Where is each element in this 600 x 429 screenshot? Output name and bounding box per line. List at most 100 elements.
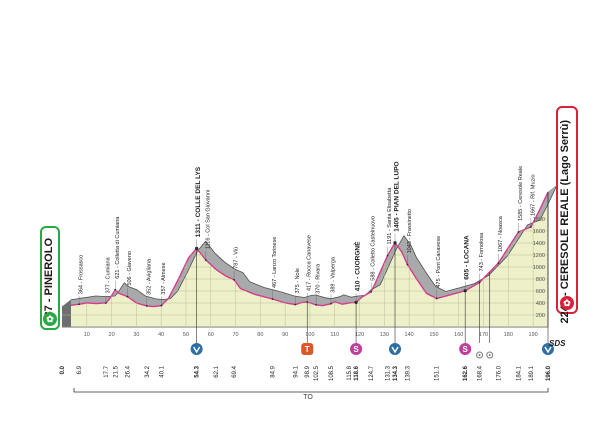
- alt-tick-label: 1800: [533, 217, 545, 223]
- profile-start-face: [62, 299, 71, 327]
- place-label: 1067 - Noasca: [498, 215, 504, 252]
- kom-climb-icon-glyph: [391, 346, 399, 354]
- profile-line: [61, 191, 549, 308]
- km-label: 62.1: [214, 365, 220, 377]
- finish-flag-icon: ✿: [560, 296, 574, 310]
- km-label: 69.4: [232, 365, 238, 377]
- alt-tick-label: 1600: [533, 229, 545, 235]
- km-label: 17.7: [104, 365, 110, 377]
- km-label: 168.4: [478, 365, 484, 381]
- km-label: 131.3: [386, 365, 392, 381]
- distance-axis: 10 20 30 40 50 60 70 80 90 100 110 120 130 140 150 160 1…: [84, 332, 538, 338]
- km-label: 84.9: [271, 365, 277, 377]
- place-dot: [529, 226, 532, 228]
- km-label: 54.3: [195, 365, 201, 377]
- km-label: 94.1: [293, 365, 299, 377]
- place-label: 364 - Frossasco: [79, 255, 85, 294]
- kom-climb-icon: [190, 343, 203, 355]
- place-label: 1585 - Ceresole Reale: [518, 166, 524, 221]
- place-label: 389 - Valperga: [331, 256, 337, 293]
- alt-tick-label: 1400: [533, 241, 545, 247]
- km-label: 189.1: [529, 365, 535, 381]
- place-label: 1191 - Santa Elisabetta: [387, 187, 393, 245]
- km-label: 21.5: [113, 365, 119, 377]
- place-label: 1667 - Rif. Muzio: [530, 174, 536, 216]
- kom-climb-icon: [389, 343, 402, 355]
- place-label: 1116 - Col San Giovanni: [205, 190, 211, 249]
- profile-top-edge: [70, 185, 558, 301]
- km-tick-label: 20: [109, 332, 115, 338]
- km-label: 184.1: [517, 365, 523, 381]
- km-label: 151.1: [435, 365, 441, 381]
- place-dot: [386, 254, 389, 257]
- km-tick-label: 160: [454, 332, 463, 338]
- km-label: 118.6: [354, 365, 360, 380]
- place-label: 621 - Colletta di Cumiana: [115, 216, 121, 279]
- km-tick-label: 60: [208, 332, 214, 338]
- place-label: 605 - LOCANA: [464, 235, 471, 280]
- km-label: 139.3: [405, 365, 411, 381]
- place-label: 370 - Rivara: [316, 263, 322, 294]
- place-label: 588 - Colletto Castelnuovo: [371, 216, 377, 281]
- place-label: 743 - Fornolosa: [479, 232, 485, 271]
- km-label: 134.3: [393, 365, 399, 381]
- place-label: 506 - Giaveno: [127, 251, 133, 286]
- alt-tick-label: 400: [536, 301, 545, 307]
- kom-climb-icon-glyph: [544, 346, 552, 354]
- sprint-s-icon-glyph: S: [353, 345, 359, 354]
- place-label: 410 - CUORGNÈ: [353, 241, 362, 292]
- place-label: 352 - Avigliana: [146, 258, 152, 295]
- sprint-icon: [301, 343, 314, 355]
- km-label: 176.0: [496, 365, 502, 381]
- start-flag-icon: ✿: [43, 312, 57, 326]
- km-label: 6.9: [77, 365, 83, 374]
- profile-fill: [62, 192, 548, 327]
- km-tick-label: 90: [282, 332, 288, 338]
- place-label: 1405 - PIAN DEL LUPO: [394, 161, 401, 231]
- km-label: 108.5: [329, 365, 335, 381]
- start-label: 337 - PINEROLO: [43, 238, 55, 324]
- place-label: 475 - Pont Canavese: [436, 236, 442, 288]
- km-tick-label: 140: [405, 332, 414, 338]
- finish-banner: 2247 - CERESOLE REALE (Lago Serrù) ✿: [556, 106, 578, 324]
- place-label: 467 - Lanzo Torinese: [272, 237, 278, 288]
- to-bracket: TO: [73, 388, 549, 401]
- km-label: 98.9: [305, 365, 311, 377]
- kom-climb-icon: [542, 343, 554, 355]
- place-label: 1311 - COLLE DEL LYS: [195, 166, 202, 237]
- alt-tick-label: 1200: [533, 253, 545, 259]
- kom-climb-icon-glyph: [193, 346, 201, 354]
- km-tick-label: 180: [504, 332, 513, 338]
- km-label: 40.1: [159, 365, 165, 377]
- km-tick-label: 150: [429, 332, 438, 338]
- km-tick-label: 40: [158, 332, 164, 338]
- feed-zone-icon-dot: [488, 354, 491, 356]
- brand-logo: SDS: [549, 339, 566, 348]
- km-label: 102.5: [314, 365, 320, 381]
- finish-label: 2247 - CERESOLE REALE (Lago Serrù): [559, 120, 571, 324]
- place-label: 1043 - Frassinetto: [407, 209, 413, 253]
- km-label: 124.7: [369, 365, 375, 381]
- km-tick-label: 120: [355, 332, 364, 338]
- km-label: 26.4: [126, 365, 132, 377]
- km-tick-label: 190: [529, 332, 538, 338]
- km-label: 196.0: [546, 365, 552, 381]
- place-label: 787 - Viù: [234, 247, 240, 269]
- sprint-s-icon: [459, 343, 472, 355]
- km-tick-label: 30: [133, 332, 139, 338]
- km-tick-label: 100: [305, 332, 314, 338]
- km-label: 162.6: [463, 365, 469, 381]
- start-banner: 337 - PINEROLO ✿: [40, 226, 60, 330]
- km-tick-label: 10: [84, 332, 90, 338]
- km-tick-label: 70: [233, 332, 239, 338]
- km-label: 34.2: [145, 365, 151, 377]
- place-label: 357 - Almese: [161, 262, 167, 294]
- alt-tick-label: 800: [536, 277, 545, 283]
- km-tick-label: 80: [257, 332, 263, 338]
- place-label: 375 - Nole: [295, 268, 301, 293]
- km-tick-label: 50: [183, 332, 189, 338]
- alt-tick-label: 1000: [533, 265, 545, 271]
- place-label: 417 - Rocca Canavese: [307, 235, 313, 291]
